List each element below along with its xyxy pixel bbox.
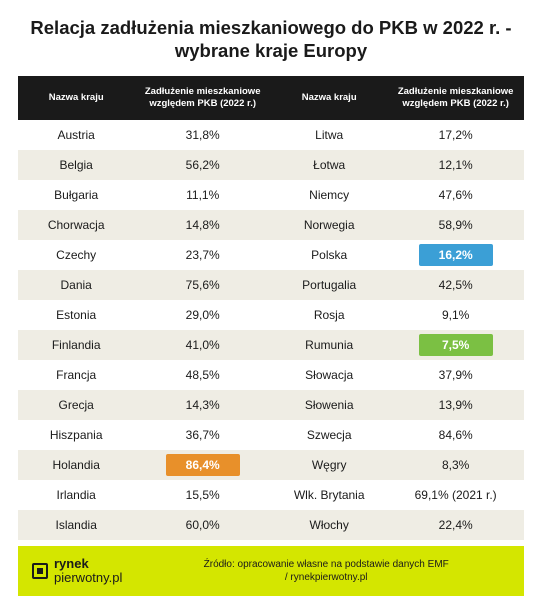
country-cell: Holandia [18, 450, 134, 480]
country-cell: Estonia [18, 300, 134, 330]
country-cell: Słowacja [271, 360, 387, 390]
value-cell: 14,8% [134, 210, 271, 240]
highlight-badge: 16,2% [419, 244, 493, 266]
header-country-1: Nazwa kraju [18, 76, 134, 120]
country-cell: Islandia [18, 510, 134, 540]
table-row: Estonia29,0%Rosja9,1% [18, 300, 524, 330]
header-value-2: Zadłużenie mieszkaniowe względem PKB (20… [387, 76, 524, 120]
highlight-badge: 86,4% [166, 454, 240, 476]
value-cell: 9,1% [387, 300, 524, 330]
table-row: Finlandia41,0%Rumunia 7,5% [18, 330, 524, 360]
value-cell: 31,8% [134, 120, 271, 150]
value-cell: 69,1% (2021 r.) [387, 480, 524, 510]
country-cell: Austria [18, 120, 134, 150]
debt-table: Nazwa kraju Zadłużenie mieszkaniowe wzgl… [18, 76, 524, 540]
value-cell: 13,9% [387, 390, 524, 420]
table-row: Holandia 86,4% Węgry8,3% [18, 450, 524, 480]
value-cell: 23,7% [134, 240, 271, 270]
value-cell: 48,5% [134, 360, 271, 390]
country-cell: Niemcy [271, 180, 387, 210]
header-value-1: Zadłużenie mieszkaniowe względem PKB (20… [134, 76, 271, 120]
country-cell: Litwa [271, 120, 387, 150]
source-text: Źródło: opracowanie własne na podstawie … [142, 558, 510, 585]
country-cell: Rumunia [271, 330, 387, 360]
logo-icon [32, 563, 48, 579]
country-cell: Portugalia [271, 270, 387, 300]
value-cell: 29,0% [134, 300, 271, 330]
value-cell: 11,1% [134, 180, 271, 210]
value-cell: 17,2% [387, 120, 524, 150]
highlight-badge: 7,5% [419, 334, 493, 356]
header-country-2: Nazwa kraju [271, 76, 387, 120]
country-cell: Słowenia [271, 390, 387, 420]
table-row: Irlandia15,5%Wlk. Brytania69,1% (2021 r.… [18, 480, 524, 510]
country-cell: Finlandia [18, 330, 134, 360]
value-cell: 16,2% [387, 240, 524, 270]
value-cell: 8,3% [387, 450, 524, 480]
country-cell: Rosja [271, 300, 387, 330]
table-row: Czechy23,7%Polska 16,2% [18, 240, 524, 270]
table-row: Belgia56,2%Łotwa12,1% [18, 150, 524, 180]
country-cell: Belgia [18, 150, 134, 180]
value-cell: 56,2% [134, 150, 271, 180]
country-cell: Szwecja [271, 420, 387, 450]
logo: rynekpierwotny.pl [32, 557, 122, 584]
country-cell: Francja [18, 360, 134, 390]
table-row: Islandia60,0%Włochy22,4% [18, 510, 524, 540]
value-cell: 36,7% [134, 420, 271, 450]
value-cell: 75,6% [134, 270, 271, 300]
value-cell: 14,3% [134, 390, 271, 420]
country-cell: Wlk. Brytania [271, 480, 387, 510]
footer: rynekpierwotny.pl Źródło: opracowanie wł… [18, 546, 524, 596]
country-cell: Polska [271, 240, 387, 270]
country-cell: Dania [18, 270, 134, 300]
logo-text: rynekpierwotny.pl [54, 557, 122, 584]
value-cell: 12,1% [387, 150, 524, 180]
country-cell: Hiszpania [18, 420, 134, 450]
table-header: Nazwa kraju Zadłużenie mieszkaniowe wzgl… [18, 76, 524, 120]
table-row: Hiszpania36,7%Szwecja84,6% [18, 420, 524, 450]
country-cell: Bułgaria [18, 180, 134, 210]
country-cell: Grecja [18, 390, 134, 420]
country-cell: Czechy [18, 240, 134, 270]
country-cell: Irlandia [18, 480, 134, 510]
value-cell: 15,5% [134, 480, 271, 510]
country-cell: Łotwa [271, 150, 387, 180]
country-cell: Chorwacja [18, 210, 134, 240]
country-cell: Włochy [271, 510, 387, 540]
value-cell: 42,5% [387, 270, 524, 300]
value-cell: 47,6% [387, 180, 524, 210]
table-row: Francja48,5%Słowacja37,9% [18, 360, 524, 390]
country-cell: Norwegia [271, 210, 387, 240]
table-row: Grecja14,3%Słowenia13,9% [18, 390, 524, 420]
table-row: Dania75,6%Portugalia42,5% [18, 270, 524, 300]
value-cell: 37,9% [387, 360, 524, 390]
value-cell: 86,4% [134, 450, 271, 480]
value-cell: 7,5% [387, 330, 524, 360]
value-cell: 22,4% [387, 510, 524, 540]
value-cell: 58,9% [387, 210, 524, 240]
value-cell: 84,6% [387, 420, 524, 450]
value-cell: 60,0% [134, 510, 271, 540]
table-row: Austria31,8%Litwa17,2% [18, 120, 524, 150]
page-title: Relacja zadłużenia mieszkaniowego do PKB… [18, 16, 524, 62]
value-cell: 41,0% [134, 330, 271, 360]
table-row: Bułgaria11,1%Niemcy47,6% [18, 180, 524, 210]
table-row: Chorwacja14,8%Norwegia58,9% [18, 210, 524, 240]
country-cell: Węgry [271, 450, 387, 480]
table-body: Austria31,8%Litwa17,2%Belgia56,2%Łotwa12… [18, 120, 524, 540]
